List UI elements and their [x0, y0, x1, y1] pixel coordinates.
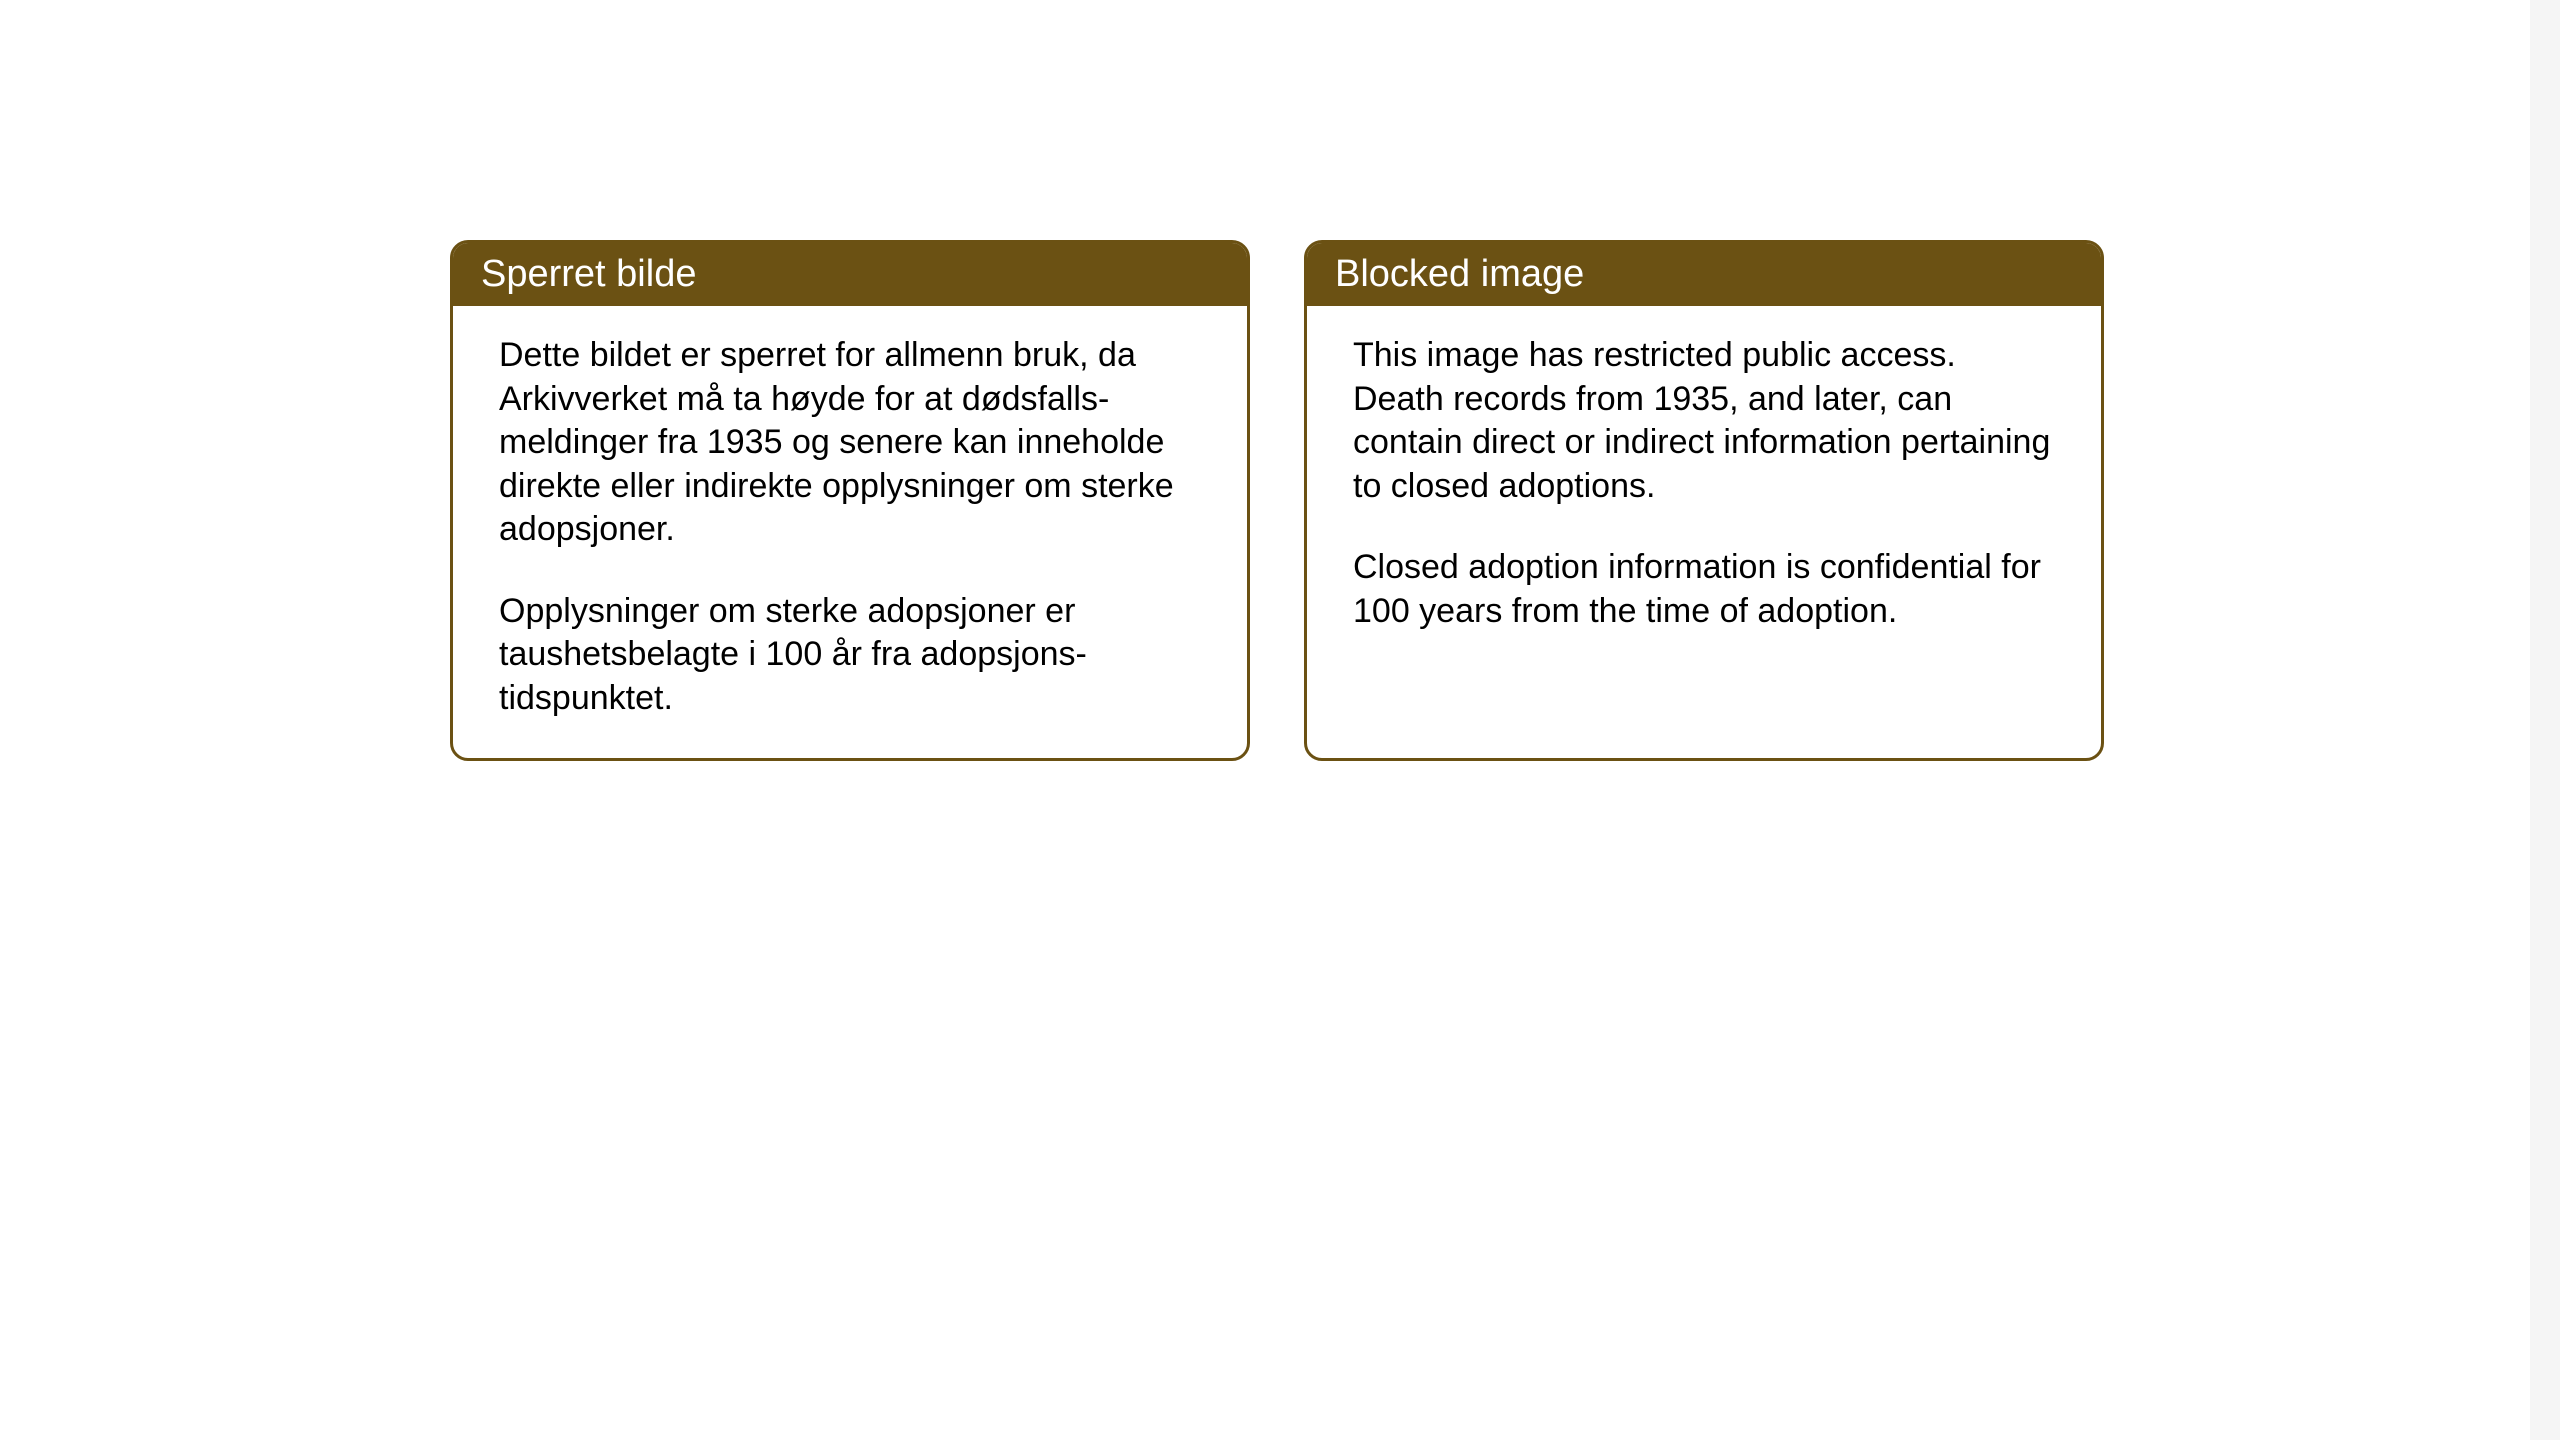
info-boxes-container: Sperret bilde Dette bildet er sperret fo… — [450, 240, 2104, 761]
box-title-english: Blocked image — [1335, 253, 1584, 295]
blocked-image-box-english: Blocked image This image has restricted … — [1304, 240, 2104, 761]
vertical-scrollbar-track[interactable] — [2530, 0, 2560, 1440]
box-title-norwegian: Sperret bilde — [481, 253, 696, 295]
paragraph-norwegian-2: Opplysninger om sterke adopsjoner er tau… — [499, 590, 1201, 721]
box-header-english: Blocked image — [1307, 243, 2101, 306]
box-body-english: This image has restricted public access.… — [1307, 306, 2101, 706]
paragraph-english-1: This image has restricted public access.… — [1353, 334, 2055, 508]
paragraph-english-2: Closed adoption information is confident… — [1353, 546, 2055, 633]
box-body-norwegian: Dette bildet er sperret for allmenn bruk… — [453, 306, 1247, 758]
paragraph-norwegian-1: Dette bildet er sperret for allmenn bruk… — [499, 334, 1201, 552]
box-header-norwegian: Sperret bilde — [453, 243, 1247, 306]
blocked-image-box-norwegian: Sperret bilde Dette bildet er sperret fo… — [450, 240, 1250, 761]
